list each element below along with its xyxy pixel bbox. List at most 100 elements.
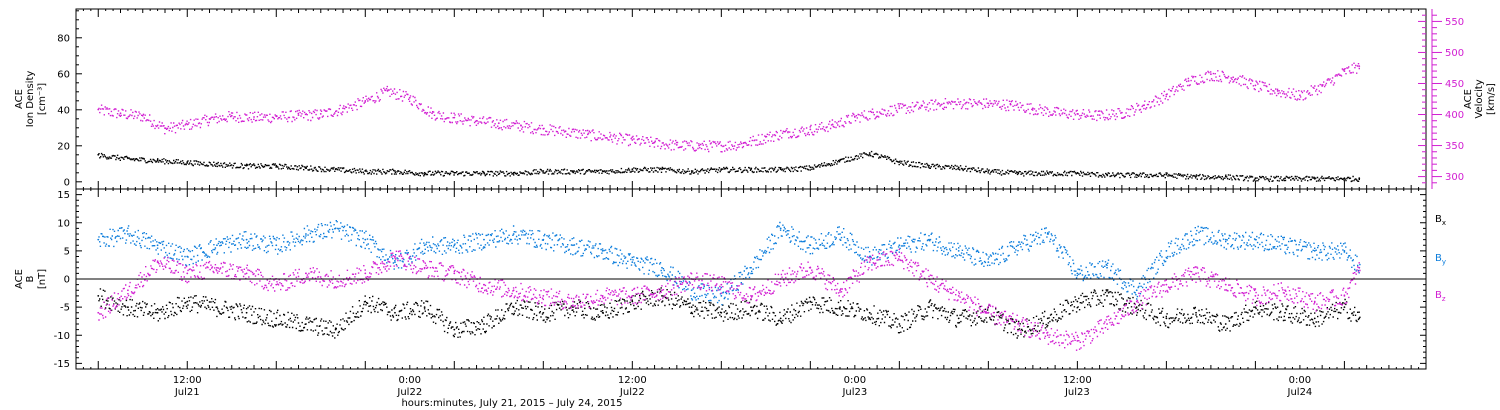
x-axis-title: hours:minutes, July 21, 2015 – July 24, … xyxy=(401,398,622,409)
by-data-point xyxy=(1224,238,1227,241)
bx-data-point xyxy=(1165,317,1168,320)
day-tick-label: Jul23 xyxy=(841,387,867,398)
velocity-data-point xyxy=(876,111,878,113)
density-axis-label-2: Ion Density xyxy=(25,71,36,128)
density-tick-label: 20 xyxy=(57,141,70,152)
legend-by-sub: y xyxy=(1442,258,1446,266)
legend-bz-main: B xyxy=(1435,290,1442,301)
density-data-point xyxy=(1106,173,1108,176)
density-tick-label: 40 xyxy=(57,105,70,116)
by-data-point xyxy=(334,227,337,230)
density-data-point xyxy=(957,166,960,169)
bx-data-point xyxy=(601,311,604,314)
by-data-point xyxy=(186,255,189,258)
velocity-data-point xyxy=(119,112,122,115)
bz-data-point xyxy=(1195,272,1197,275)
velocity-data-point xyxy=(653,141,656,144)
velocity-data-point xyxy=(297,114,300,117)
by-data-point xyxy=(97,238,100,241)
bz-data-point xyxy=(809,266,812,269)
by-data-point xyxy=(1284,244,1286,247)
bx-data-point xyxy=(690,306,693,309)
by-data-point xyxy=(809,244,812,247)
bz-data-point xyxy=(127,289,129,292)
by-data-point xyxy=(720,294,723,297)
by-data-point xyxy=(987,261,990,264)
b-tick-label: 5 xyxy=(64,246,70,257)
by-data-point xyxy=(453,244,456,247)
day-tick-label: Jul23 xyxy=(1064,387,1090,398)
bz-data-point xyxy=(868,261,871,264)
velocity-tick-label: 350 xyxy=(1445,141,1464,152)
bx-data-point xyxy=(750,306,752,309)
by-data-point xyxy=(957,249,960,252)
velocity-data-point xyxy=(1276,90,1279,92)
legend-by: By xyxy=(1435,253,1446,266)
bx-data-point xyxy=(1313,317,1316,320)
day-tick-label: Jul22 xyxy=(619,387,645,398)
bz-data-point xyxy=(245,272,248,275)
velocity-data-point xyxy=(253,116,255,118)
velocity-series xyxy=(97,62,1361,153)
density-series xyxy=(97,150,1361,183)
day-tick-label: Jul22 xyxy=(396,387,422,398)
density-data-point xyxy=(720,168,723,171)
bz-data-point xyxy=(720,283,723,286)
velocity-data-point xyxy=(1120,111,1123,114)
density-data-point xyxy=(572,170,574,172)
bz-data-point xyxy=(987,311,990,314)
velocity-data-point xyxy=(408,96,411,99)
velocity-data-point xyxy=(787,130,789,133)
velocity-data-point xyxy=(1232,76,1235,79)
by-data-point xyxy=(156,244,159,247)
density-data-point xyxy=(394,170,396,172)
legend-bz-sub: z xyxy=(1442,295,1446,303)
velocity-data-point xyxy=(1299,94,1301,97)
bz-data-point xyxy=(453,272,456,275)
density-data-point xyxy=(1165,173,1168,176)
density-axis-label-3: [cm⁻³] xyxy=(37,83,48,115)
bx-data-point xyxy=(1224,323,1227,325)
bz-data-point xyxy=(839,289,841,292)
b-tick-label: -5 xyxy=(60,303,70,314)
by-data-point xyxy=(690,289,693,292)
bz-data-point xyxy=(601,294,604,297)
bz-data-point xyxy=(898,255,901,258)
density-data-point xyxy=(1224,175,1227,178)
density-data-point xyxy=(127,157,129,160)
bz-data-point xyxy=(186,272,189,275)
bx-data-point xyxy=(97,294,100,297)
by-data-point xyxy=(898,244,901,247)
velocity-tick-label: 550 xyxy=(1445,17,1464,28)
day-tick-label: Jul21 xyxy=(174,387,200,398)
bx-data-point xyxy=(127,306,129,309)
velocity-data-point xyxy=(1009,103,1012,106)
density-axis-label-1: ACE xyxy=(14,89,25,109)
bx-data-point xyxy=(1046,317,1049,320)
by-data-point xyxy=(364,238,367,241)
bx-data-point xyxy=(1284,311,1286,314)
density-data-point xyxy=(1284,177,1286,180)
bz-data-point xyxy=(1358,266,1361,269)
density-data-point xyxy=(661,168,663,171)
bz-data-point xyxy=(957,294,960,297)
by-data-point xyxy=(601,249,604,252)
by-data-point xyxy=(572,244,574,247)
density-data-point xyxy=(690,170,693,172)
velocity-data-point xyxy=(1358,65,1361,68)
velocity-data-point xyxy=(230,114,233,117)
legend-by-main: B xyxy=(1435,253,1442,264)
legend-bz: Bz xyxy=(1435,290,1446,303)
bx-data-point xyxy=(512,306,515,309)
velocity-axis-label-3: [km/s] xyxy=(1486,83,1497,115)
velocity-data-point xyxy=(1098,114,1101,117)
bz-data-point xyxy=(1343,294,1346,297)
bx-data-point xyxy=(928,306,930,309)
b-axis-label-1: ACE xyxy=(14,269,25,289)
velocity-data-point xyxy=(609,135,611,138)
bx-data-point xyxy=(779,317,782,320)
velocity-data-point xyxy=(186,123,189,126)
density-data-point xyxy=(216,162,218,165)
density-data-point xyxy=(97,153,100,156)
time-tick-label: 12:00 xyxy=(1063,375,1092,386)
